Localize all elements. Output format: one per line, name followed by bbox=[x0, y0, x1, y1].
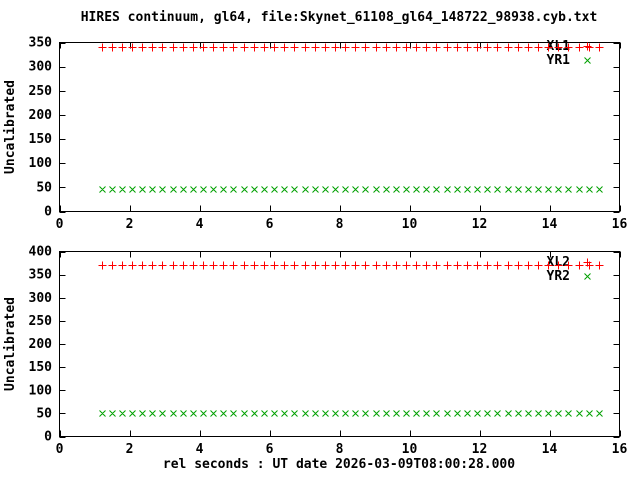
y-tick-label: 100 bbox=[29, 383, 53, 398]
y-tick-label: 250 bbox=[29, 314, 53, 329]
y-tick-label: 400 bbox=[29, 245, 53, 260]
x-tick-label: 2 bbox=[126, 442, 134, 457]
y-tick-label: 200 bbox=[29, 108, 53, 123]
x-tick-label: 14 bbox=[542, 217, 558, 232]
x-tick-label: 0 bbox=[56, 442, 64, 457]
x-tick-label: 0 bbox=[56, 217, 64, 232]
y-tick-label: 50 bbox=[36, 406, 52, 421]
x-tick-label: 16 bbox=[612, 217, 628, 232]
x-tick-label: 10 bbox=[402, 442, 418, 457]
y-tick-label: 300 bbox=[29, 60, 53, 75]
y-tick-label: 0 bbox=[44, 430, 52, 445]
series-yr2-points bbox=[99, 410, 603, 417]
legend-label-yr1: YR1 bbox=[547, 53, 571, 68]
tick-marks-bottom bbox=[59, 251, 621, 438]
legend-marker-layer bbox=[583, 42, 592, 280]
y-axis-label-top: Uncalibrated bbox=[3, 80, 18, 174]
series-layer bbox=[98, 43, 604, 417]
legend-marker-xl2 bbox=[583, 258, 592, 267]
x-tick-label: 4 bbox=[196, 442, 204, 457]
x-tick-label: 6 bbox=[266, 442, 274, 457]
y-tick-label: 350 bbox=[29, 36, 53, 51]
x-tick-label: 12 bbox=[472, 217, 488, 232]
x-tick-label: 8 bbox=[336, 217, 344, 232]
x-tick-label: 12 bbox=[472, 442, 488, 457]
y-tick-label: 0 bbox=[44, 205, 52, 220]
plot-border-top bbox=[59, 42, 620, 212]
legend-marker-yr1 bbox=[584, 57, 591, 64]
y-tick-label: 150 bbox=[29, 360, 53, 375]
y-tick-label: 150 bbox=[29, 132, 53, 147]
y-tick-label: 350 bbox=[29, 268, 53, 283]
legend-marker-yr2 bbox=[584, 273, 591, 280]
y-tick-label: 250 bbox=[29, 84, 53, 99]
plot-border-bottom bbox=[59, 251, 620, 437]
x-tick-label: 8 bbox=[336, 442, 344, 457]
y-tick-label: 200 bbox=[29, 337, 53, 352]
y-tick-label: 100 bbox=[29, 156, 53, 171]
x-tick-label: 4 bbox=[196, 217, 204, 232]
legend-label-yr2: YR2 bbox=[547, 269, 570, 284]
y-tick-label: 300 bbox=[29, 291, 53, 306]
x-axis-label: rel seconds : UT date 2026-03-09T08:00:2… bbox=[163, 457, 515, 472]
series-xl1-points bbox=[98, 43, 604, 52]
y-axis-label-bottom: Uncalibrated bbox=[3, 297, 18, 391]
axes-layer bbox=[59, 42, 621, 438]
x-tick-label: 10 bbox=[402, 217, 418, 232]
series-xl2-points bbox=[98, 261, 604, 270]
y-tick-label: 50 bbox=[36, 180, 52, 195]
x-tick-label: 2 bbox=[126, 217, 134, 232]
chart-title: HIRES continuum, gl64, file:Skynet_61108… bbox=[81, 10, 598, 25]
x-tick-label: 6 bbox=[266, 217, 274, 232]
legend-marker-xl1 bbox=[583, 42, 592, 51]
tick-marks-top bbox=[59, 42, 621, 213]
x-tick-label: 14 bbox=[542, 442, 558, 457]
series-yr1-points bbox=[99, 186, 603, 193]
x-tick-label: 16 bbox=[612, 442, 628, 457]
